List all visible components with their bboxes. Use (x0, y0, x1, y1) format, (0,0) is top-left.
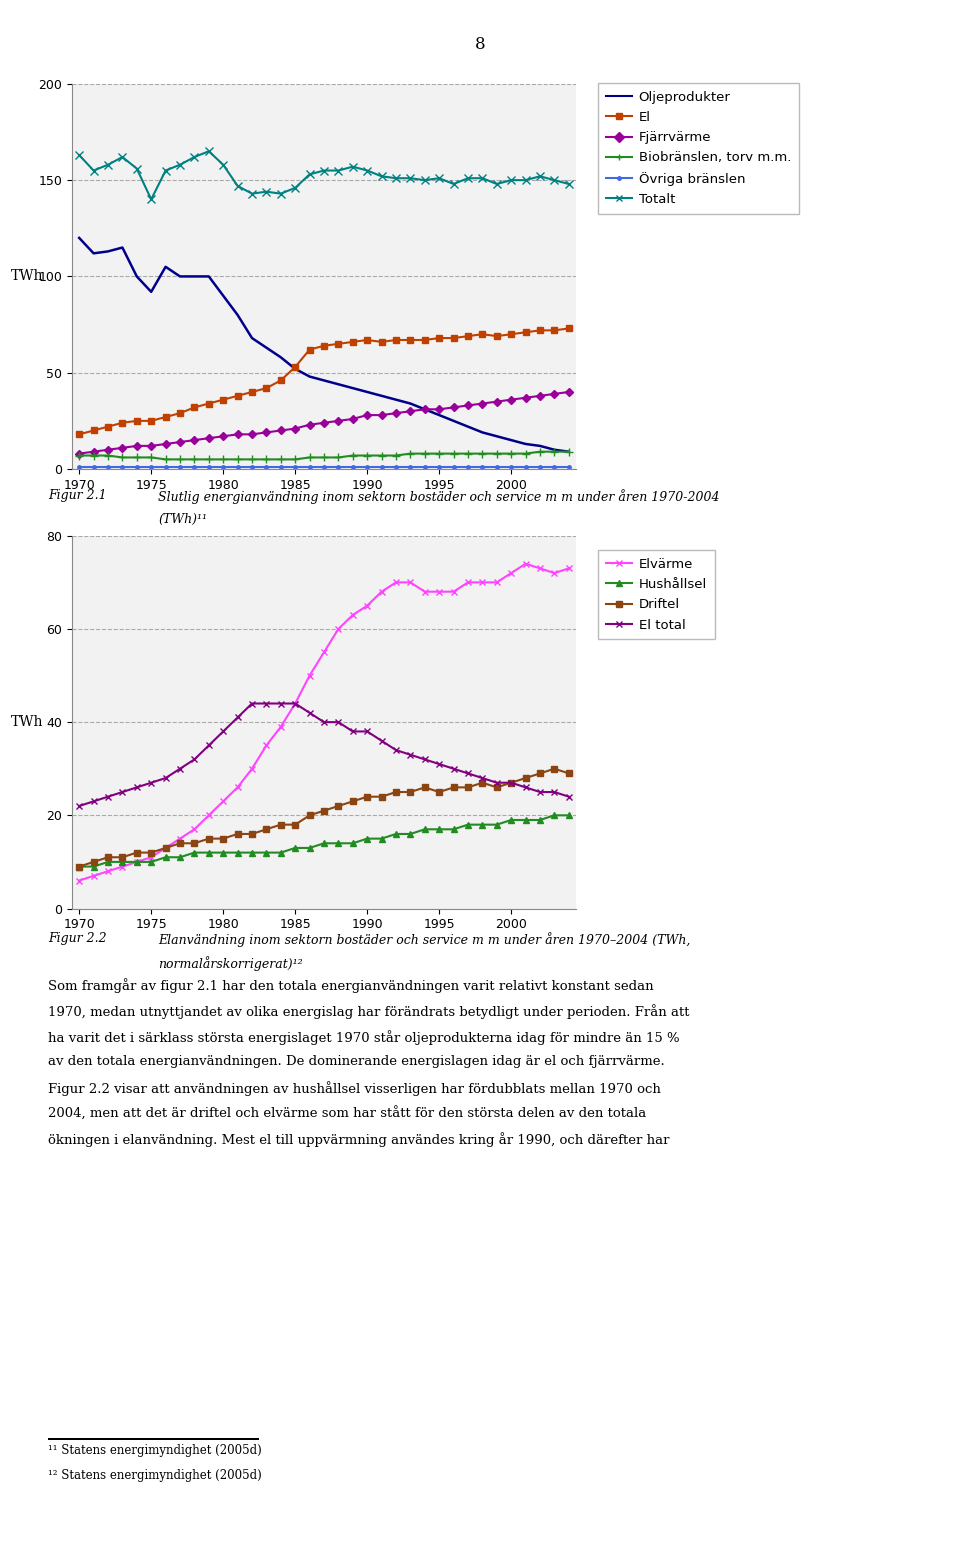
Text: Elanvändning inom sektorn bostäder och service m m under åren 1970–2004 (TWh,: Elanvändning inom sektorn bostäder och s… (158, 932, 691, 947)
Text: ha varit det i särklass största energislaget 1970 står oljeprodukterna idag för : ha varit det i särklass största energisl… (48, 1030, 680, 1045)
Text: normalårskorrigerat)¹²: normalårskorrigerat)¹² (158, 955, 303, 971)
Legend: Elvärme, Hushållsel, Driftel, El total: Elvärme, Hushållsel, Driftel, El total (598, 550, 715, 640)
Legend: Oljeprodukter, El, Fjärrvärme, Biobränslen, torv m.m., Övriga bränslen, Totalt: Oljeprodukter, El, Fjärrvärme, Biobränsl… (598, 82, 799, 214)
Text: ¹¹ Statens energimyndighet (2005d): ¹¹ Statens energimyndighet (2005d) (48, 1444, 262, 1457)
Text: ¹² Statens energimyndighet (2005d): ¹² Statens energimyndighet (2005d) (48, 1469, 262, 1482)
Text: Slutlig energianvändning inom sektorn bostäder och service m m under åren 1970-2: Slutlig energianvändning inom sektorn bo… (158, 489, 720, 505)
Text: Som framgår av figur 2.1 har den totala energianvändningen varit relativt konsta: Som framgår av figur 2.1 har den totala … (48, 978, 654, 994)
Text: 2004, men att det är driftel och elvärme som har stått för den största delen av : 2004, men att det är driftel och elvärme… (48, 1107, 646, 1121)
Text: Figur 2.1: Figur 2.1 (48, 489, 107, 502)
Text: ökningen i elanvändning. Mest el till uppvärmning användes kring år 1990, och dä: ökningen i elanvändning. Mest el till up… (48, 1132, 669, 1148)
Text: 8: 8 (474, 36, 486, 53)
Text: av den totala energianvändningen. De dominerande energislagen idag är el och fjä: av den totala energianvändningen. De dom… (48, 1056, 664, 1068)
Text: (TWh)¹¹: (TWh)¹¹ (158, 512, 207, 526)
Text: 1970, medan utnyttjandet av olika energislag har förändrats betydligt under peri: 1970, medan utnyttjandet av olika energi… (48, 1005, 689, 1019)
Y-axis label: TWh: TWh (11, 714, 43, 730)
Y-axis label: TWh: TWh (11, 269, 43, 284)
Text: Figur 2.2 visar att användningen av hushållsel visserligen har fördubblats mella: Figur 2.2 visar att användningen av hush… (48, 1081, 660, 1096)
Text: Figur 2.2: Figur 2.2 (48, 932, 107, 944)
